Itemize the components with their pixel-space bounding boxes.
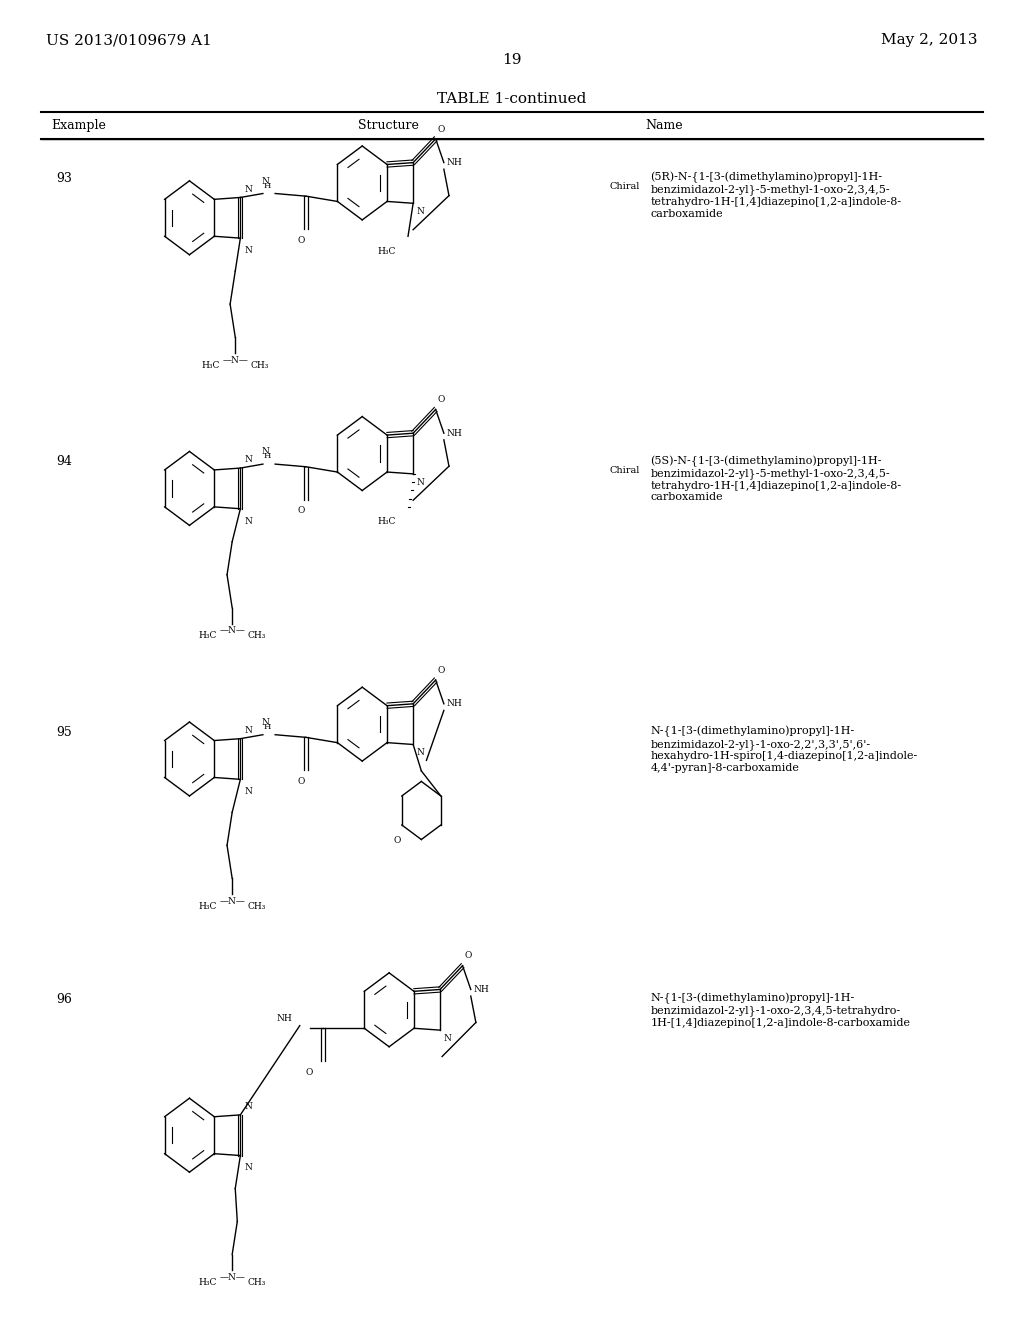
Text: N: N bbox=[416, 478, 424, 487]
Text: H: H bbox=[264, 182, 271, 190]
Text: H₃C: H₃C bbox=[199, 902, 217, 911]
Text: O: O bbox=[437, 124, 445, 133]
Text: O: O bbox=[298, 507, 305, 515]
Text: —N—: —N— bbox=[219, 896, 245, 906]
Text: NH: NH bbox=[446, 158, 463, 168]
Text: H₃C: H₃C bbox=[199, 631, 217, 640]
Text: 95: 95 bbox=[56, 726, 72, 739]
Text: NH: NH bbox=[474, 985, 489, 994]
Text: N: N bbox=[245, 516, 252, 525]
Text: TABLE 1-continued: TABLE 1-continued bbox=[437, 92, 587, 107]
Text: N: N bbox=[245, 726, 252, 735]
Text: —N—: —N— bbox=[222, 355, 248, 364]
Text: N: N bbox=[245, 455, 252, 465]
Text: —N—: —N— bbox=[219, 626, 245, 635]
Text: 94: 94 bbox=[56, 455, 73, 469]
Text: O: O bbox=[465, 952, 472, 961]
Text: O: O bbox=[306, 1068, 313, 1077]
Text: N: N bbox=[262, 718, 269, 727]
Text: Name: Name bbox=[645, 119, 683, 132]
Text: N: N bbox=[245, 185, 252, 194]
Text: N-{1-[3-(dimethylamino)propyl]-1H-
benzimidazol-2-yl}-1-oxo-2,2',3,3',5',6'-
hex: N-{1-[3-(dimethylamino)propyl]-1H- benzi… bbox=[650, 726, 918, 774]
Text: O: O bbox=[393, 836, 400, 845]
Text: CH₃: CH₃ bbox=[248, 631, 266, 640]
Text: CH₃: CH₃ bbox=[248, 902, 266, 911]
Text: H₃C: H₃C bbox=[378, 517, 395, 527]
Text: Example: Example bbox=[51, 119, 106, 132]
Text: H₃C: H₃C bbox=[378, 247, 395, 256]
Text: H: H bbox=[264, 453, 271, 461]
Text: O: O bbox=[437, 395, 445, 404]
Text: N: N bbox=[245, 246, 252, 255]
Text: 19: 19 bbox=[502, 53, 522, 67]
Text: (5R)-N-{1-[3-(dimethylamino)propyl]-1H-
benzimidazol-2-yl}-5-methyl-1-oxo-2,3,4,: (5R)-N-{1-[3-(dimethylamino)propyl]-1H- … bbox=[650, 172, 901, 219]
Text: NH: NH bbox=[446, 700, 463, 709]
Text: H₃C: H₃C bbox=[199, 1278, 217, 1287]
Text: N: N bbox=[416, 207, 424, 216]
Text: May 2, 2013: May 2, 2013 bbox=[882, 33, 978, 48]
Text: H₃C: H₃C bbox=[202, 360, 220, 370]
Text: H: H bbox=[264, 723, 271, 731]
Text: CH₃: CH₃ bbox=[248, 1278, 266, 1287]
Text: Structure: Structure bbox=[358, 119, 419, 132]
Text: O: O bbox=[298, 236, 305, 244]
Text: Chiral: Chiral bbox=[609, 466, 640, 475]
Text: US 2013/0109679 A1: US 2013/0109679 A1 bbox=[46, 33, 212, 48]
Text: N: N bbox=[262, 447, 269, 457]
Text: 96: 96 bbox=[56, 993, 73, 1006]
Text: N: N bbox=[245, 1163, 252, 1172]
Text: 93: 93 bbox=[56, 172, 73, 185]
Text: N: N bbox=[443, 1034, 451, 1043]
Text: —N—: —N— bbox=[219, 1272, 245, 1282]
Text: NH: NH bbox=[446, 429, 463, 438]
Text: N: N bbox=[245, 1102, 252, 1111]
Text: N: N bbox=[245, 787, 252, 796]
Text: O: O bbox=[298, 777, 305, 785]
Text: (5S)-N-{1-[3-(dimethylamino)propyl]-1H-
benzimidazol-2-yl}-5-methyl-1-oxo-2,3,4,: (5S)-N-{1-[3-(dimethylamino)propyl]-1H- … bbox=[650, 455, 901, 503]
Text: O: O bbox=[437, 665, 445, 675]
Text: N-{1-[3-(dimethylamino)propyl]-1H-
benzimidazol-2-yl}-1-oxo-2,3,4,5-tetrahydro-
: N-{1-[3-(dimethylamino)propyl]-1H- benzi… bbox=[650, 993, 910, 1028]
Text: N: N bbox=[262, 177, 269, 186]
Text: N: N bbox=[416, 748, 424, 758]
Text: CH₃: CH₃ bbox=[251, 360, 269, 370]
Text: Chiral: Chiral bbox=[609, 182, 640, 191]
Text: NH: NH bbox=[276, 1014, 293, 1023]
